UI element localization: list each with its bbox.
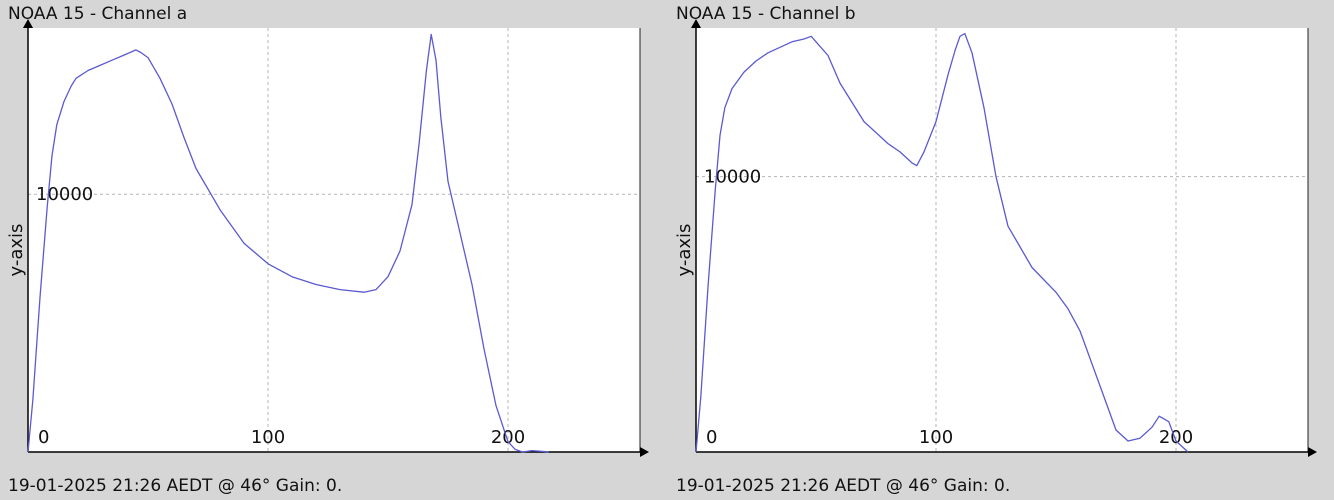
chart-panel-channel-a: NOAA 15 - Channel a 0 100 200 10000 y-axis 1…: [0, 0, 660, 500]
x-tick-label: 0: [706, 427, 717, 448]
chart-canvas: 0 100 200 10000 y-axis: [674, 19, 1317, 457]
chart-title: NOAA 15 - Channel a: [8, 4, 188, 24]
y-axis-arrow-icon: [691, 19, 701, 28]
x-tick-label: 200: [491, 427, 525, 448]
chart-canvas: 0 100 200 10000 y-axis: [6, 19, 649, 457]
x-axis-arrow-icon: [640, 447, 649, 457]
x-tick-label: 100: [919, 427, 953, 448]
series-line: [695, 32, 1189, 453]
series-line: [27, 33, 549, 453]
chart-footer-status: 19-01-2025 21:26 AEDT @ 46° Gain: 0.: [8, 476, 343, 496]
y-axis-title: y-axis: [674, 224, 695, 277]
chart-panel-channel-b: NOAA 15 - Channel b 0 100 200 10000 y-axis 1…: [668, 0, 1328, 500]
y-tick-label: 10000: [704, 167, 761, 188]
plot-area: [28, 28, 640, 452]
x-axis-arrow-icon: [1308, 447, 1317, 457]
chart-footer-status: 19-01-2025 21:26 AEDT @ 46° Gain: 0.: [676, 476, 1011, 496]
y-axis-title: y-axis: [6, 224, 27, 277]
plot-area: [696, 28, 1308, 452]
y-tick-label: 10000: [36, 184, 93, 205]
y-axis-arrow-icon: [23, 19, 33, 28]
x-tick-label: 200: [1159, 427, 1193, 448]
x-tick-label: 0: [38, 427, 49, 448]
chart-title: NOAA 15 - Channel b: [676, 4, 856, 24]
x-tick-label: 100: [251, 427, 285, 448]
